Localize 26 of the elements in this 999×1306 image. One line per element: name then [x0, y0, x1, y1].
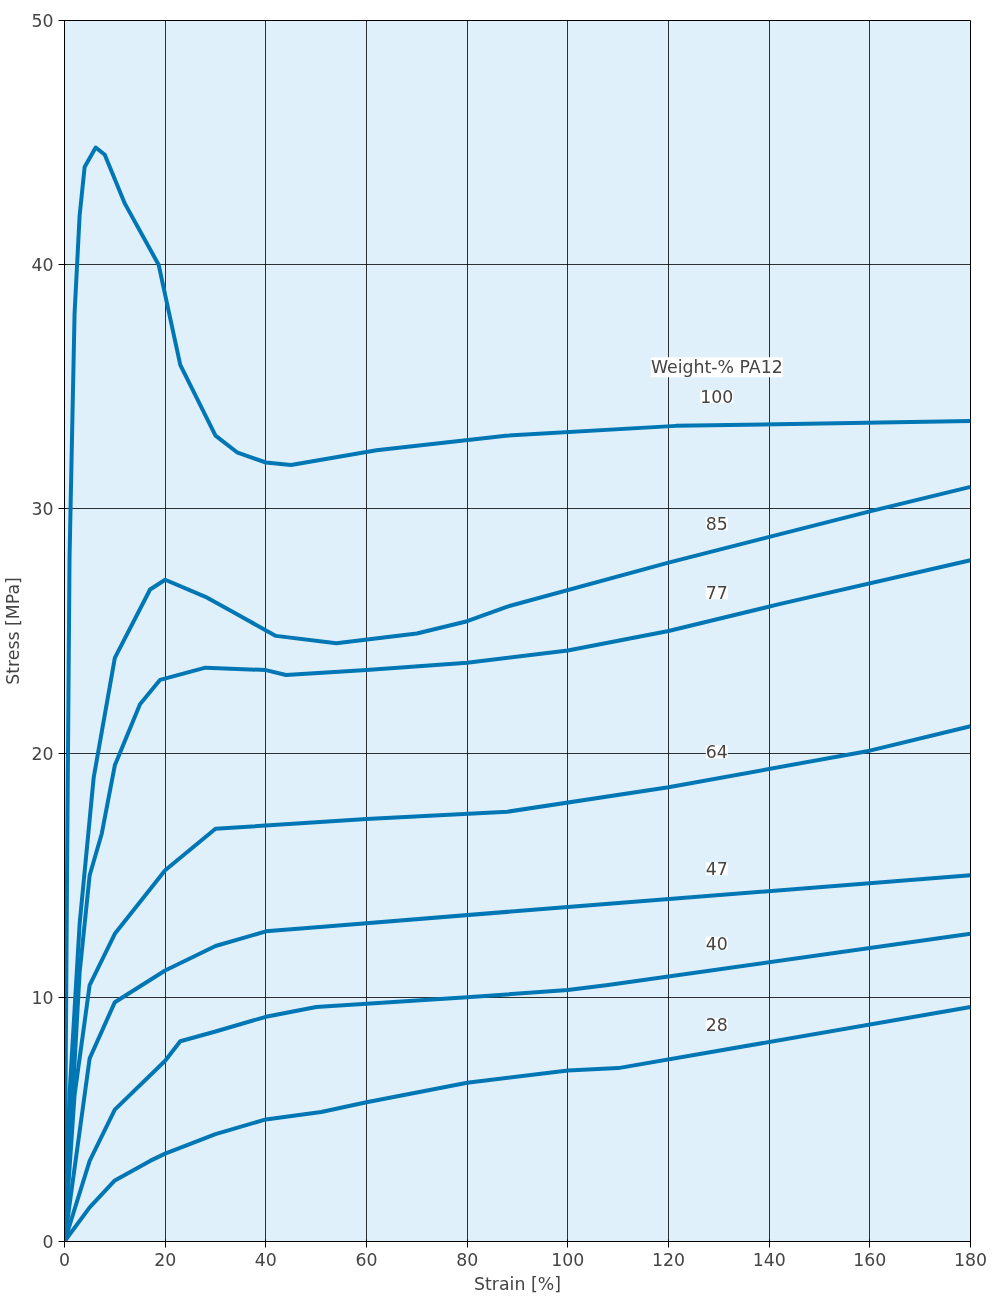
x-tick-label: 140	[752, 1249, 786, 1270]
series-label: 77	[705, 583, 728, 604]
y-tick-label: 0	[42, 1232, 54, 1252]
x-tick-label: 100	[551, 1249, 585, 1270]
series-label: 85	[705, 514, 728, 535]
y-tick-label: 50	[31, 11, 54, 31]
series-label: 28	[705, 1015, 728, 1036]
x-axis-title: Strain [%]	[474, 1273, 561, 1294]
y-tick-label: 20	[31, 743, 54, 764]
x-tick-label: 160	[853, 1249, 887, 1270]
y-tick-label: 30	[31, 499, 54, 520]
y-tick-label: 10	[31, 987, 54, 1008]
series-label: 64	[705, 742, 728, 763]
series-label: 47	[705, 859, 728, 880]
x-tick-label: 180	[953, 1249, 988, 1270]
legend-title: Weight-% PA12	[650, 357, 783, 378]
x-tick-label: 20	[154, 1249, 177, 1270]
x-tick-label: 60	[355, 1249, 378, 1270]
series-label: 40	[705, 933, 728, 954]
x-tick-label: 40	[254, 1249, 277, 1270]
y-tick-label: 40	[31, 255, 54, 276]
series-label: 100	[700, 387, 734, 408]
x-tick-label: 80	[456, 1249, 479, 1270]
x-tick-label: 120	[651, 1249, 686, 1270]
y-axis-title: Stress [MPa]	[3, 577, 24, 685]
x-tick-label: 0	[58, 1249, 71, 1270]
